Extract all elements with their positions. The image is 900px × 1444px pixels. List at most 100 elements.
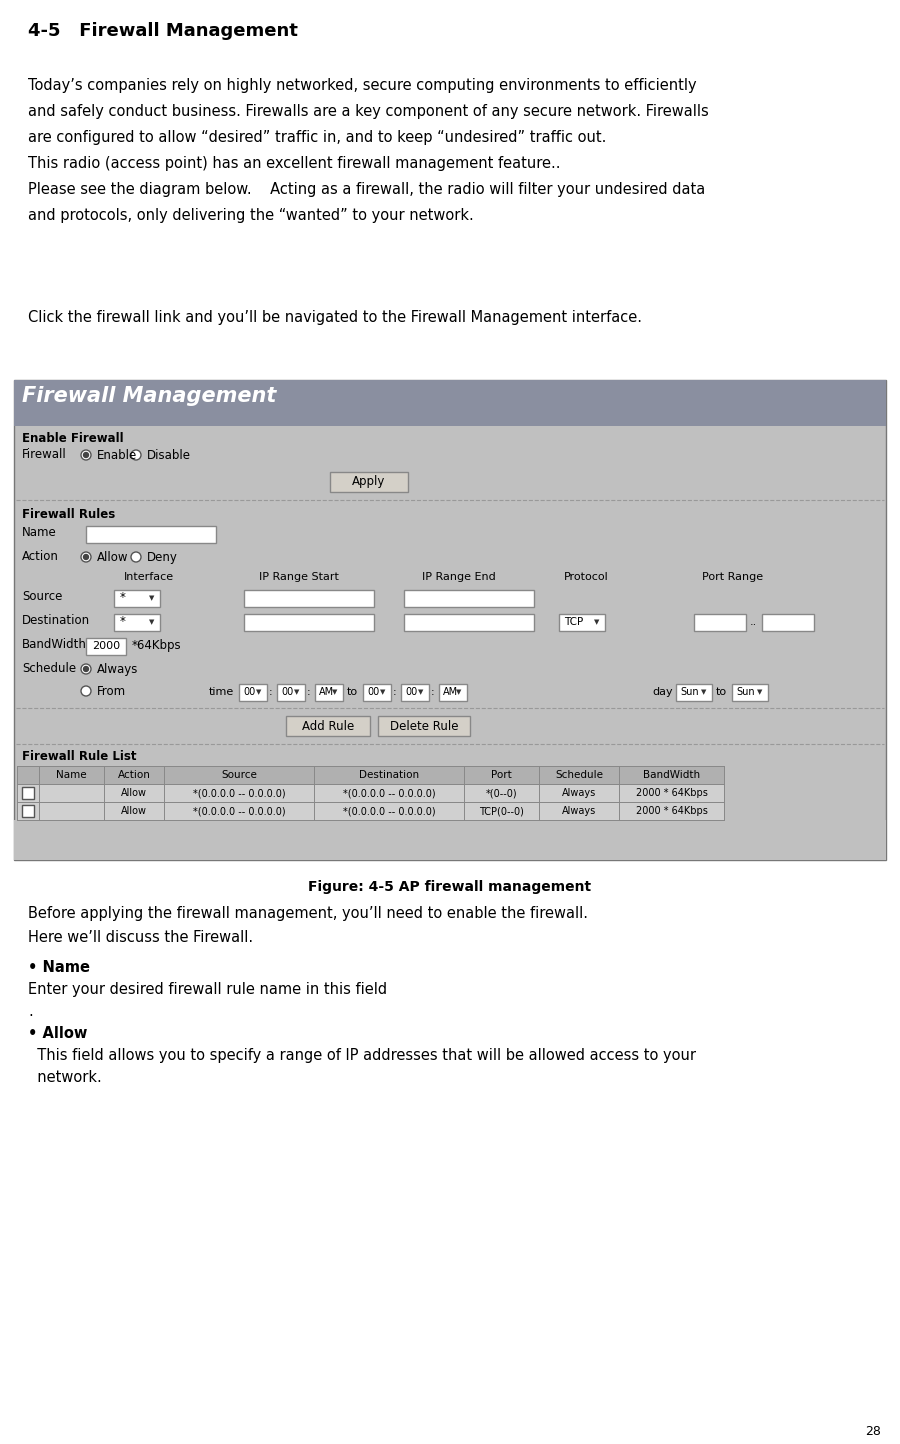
Circle shape	[81, 686, 91, 696]
Bar	[315, 684, 343, 700]
Text: Enable: Enable	[97, 449, 137, 462]
Text: :: :	[269, 687, 273, 697]
Text: Firewall Management: Firewall Management	[22, 386, 276, 406]
Text: Sun: Sun	[680, 687, 698, 697]
Text: Schedule: Schedule	[555, 770, 603, 780]
Circle shape	[84, 667, 88, 671]
Circle shape	[131, 451, 141, 461]
Bar	[22, 804, 34, 817]
Bar	[22, 787, 34, 799]
Bar	[277, 684, 305, 700]
Text: ▼: ▼	[757, 689, 762, 696]
Text: Before applying the firewall management, you’ll need to enable the firewall.: Before applying the firewall management,…	[28, 905, 588, 921]
Text: Deny: Deny	[147, 552, 178, 565]
Text: Interface: Interface	[124, 572, 174, 582]
Circle shape	[84, 452, 88, 458]
Text: Allow: Allow	[121, 806, 147, 816]
Text: and safely conduct business. Firewalls are a key component of any secure network: and safely conduct business. Firewalls a…	[28, 104, 709, 118]
Bar	[439, 684, 467, 700]
Text: 4-5   Firewall Management: 4-5 Firewall Management	[28, 22, 298, 40]
Text: :: :	[307, 687, 310, 697]
Bar	[244, 591, 374, 606]
Circle shape	[81, 552, 91, 562]
Text: From: From	[97, 684, 126, 697]
Bar	[404, 591, 534, 606]
Text: TCP: TCP	[564, 617, 583, 627]
Bar	[114, 614, 160, 631]
Text: Here we’ll discuss the Firewall.: Here we’ll discuss the Firewall.	[28, 930, 253, 944]
Text: to: to	[716, 687, 727, 697]
Circle shape	[84, 554, 88, 559]
Text: Always: Always	[562, 806, 596, 816]
Text: This field allows you to specify a range of IP addresses that will be allowed ac: This field allows you to specify a range…	[28, 1048, 696, 1063]
Bar	[86, 526, 216, 543]
Text: ..: ..	[750, 617, 757, 627]
Text: Port: Port	[491, 770, 512, 780]
Text: Source: Source	[22, 591, 62, 604]
Text: TCP(0--0): TCP(0--0)	[479, 806, 524, 816]
Text: Apply: Apply	[352, 475, 386, 488]
Text: are configured to allow “desired” traffic in, and to keep “undesired” traffic ou: are configured to allow “desired” traffi…	[28, 130, 607, 144]
Bar	[378, 716, 470, 736]
Text: Action: Action	[22, 550, 58, 563]
Bar	[14, 380, 886, 861]
Circle shape	[81, 664, 91, 674]
Bar	[244, 614, 374, 631]
Text: Allow: Allow	[97, 552, 129, 565]
Text: Protocol: Protocol	[564, 572, 608, 582]
Bar	[17, 784, 724, 801]
Bar	[14, 380, 886, 426]
Text: BandWidth: BandWidth	[22, 638, 87, 651]
Bar	[762, 614, 814, 631]
Text: Always: Always	[97, 663, 139, 676]
Text: Source: Source	[221, 770, 256, 780]
Bar	[286, 716, 370, 736]
Text: ▼: ▼	[332, 689, 338, 696]
Text: ▼: ▼	[418, 689, 424, 696]
Text: :: :	[393, 687, 397, 697]
Text: 00: 00	[367, 687, 379, 697]
Circle shape	[81, 451, 91, 461]
Text: Firewall Rule List: Firewall Rule List	[22, 749, 137, 762]
Bar	[676, 684, 712, 700]
Bar	[114, 591, 160, 606]
Text: Today’s companies rely on highly networked, secure computing environments to eff: Today’s companies rely on highly network…	[28, 78, 697, 92]
Text: ▼: ▼	[381, 689, 386, 696]
Text: ▼: ▼	[701, 689, 706, 696]
Bar	[559, 614, 605, 631]
Text: Port Range: Port Range	[702, 572, 763, 582]
Bar	[14, 820, 886, 861]
Text: Always: Always	[562, 788, 596, 799]
Text: Name: Name	[56, 770, 86, 780]
Text: *64Kbps: *64Kbps	[132, 640, 182, 653]
Text: ▼: ▼	[256, 689, 262, 696]
Text: .: .	[28, 1004, 32, 1019]
Text: 00: 00	[281, 687, 293, 697]
Text: Click the firewall link and you’ll be navigated to the Firewall Management inter: Click the firewall link and you’ll be na…	[28, 310, 642, 325]
Text: AM: AM	[319, 687, 334, 697]
Text: and protocols, only delivering the “wanted” to your network.: and protocols, only delivering the “want…	[28, 208, 473, 222]
Text: 00: 00	[405, 687, 418, 697]
Text: Enter your desired firewall rule name in this field: Enter your desired firewall rule name in…	[28, 982, 387, 996]
Bar	[17, 765, 724, 784]
Text: *(0.0.0.0 -- 0.0.0.0): *(0.0.0.0 -- 0.0.0.0)	[193, 806, 285, 816]
Text: day: day	[652, 687, 672, 697]
Bar	[239, 684, 267, 700]
Bar	[401, 684, 429, 700]
Text: *(0.0.0.0 -- 0.0.0.0): *(0.0.0.0 -- 0.0.0.0)	[193, 788, 285, 799]
Bar	[363, 684, 391, 700]
Text: 2000 * 64Kbps: 2000 * 64Kbps	[635, 788, 707, 799]
Text: ▼: ▼	[594, 619, 599, 625]
Text: Sun: Sun	[736, 687, 754, 697]
Text: Disable: Disable	[147, 449, 191, 462]
Text: Destination: Destination	[359, 770, 419, 780]
Text: This radio (access point) has an excellent firewall management feature..: This radio (access point) has an excelle…	[28, 156, 561, 170]
Text: • Allow: • Allow	[28, 1027, 87, 1041]
Text: Firewall Rules: Firewall Rules	[22, 508, 115, 521]
Text: network.: network.	[28, 1070, 102, 1084]
Text: *(0.0.0.0 -- 0.0.0.0): *(0.0.0.0 -- 0.0.0.0)	[343, 788, 436, 799]
Text: *: *	[120, 615, 126, 628]
Text: *(0.0.0.0 -- 0.0.0.0): *(0.0.0.0 -- 0.0.0.0)	[343, 806, 436, 816]
Text: *(0--0): *(0--0)	[486, 788, 518, 799]
Bar	[86, 638, 126, 656]
